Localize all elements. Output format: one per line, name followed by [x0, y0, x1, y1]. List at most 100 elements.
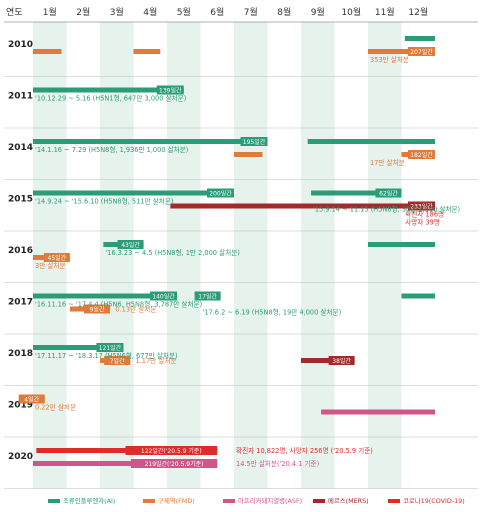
event-note: 17만 살처분 [370, 158, 405, 167]
duration-bar-ai [33, 190, 234, 196]
event-note: '10.12.29 ~ 5.16 (H5N1형, 647만 3,000 살처분) [35, 94, 186, 103]
duration-bar-ai [307, 139, 435, 144]
month-tick-label: 9월 [311, 6, 325, 18]
duration-badge: 195일간 [243, 138, 266, 146]
year-labels: 2010 2011 2014 2015 2016 2017 2018 2019 2020 [8, 40, 33, 462]
duration-badge: 43일간 [121, 241, 140, 249]
duration-badge-bg [408, 201, 435, 211]
duration-badge-bg [18, 394, 45, 404]
event-note: '14.1.16 ~ 7.29 (H5N8형, 1,936만 1,000 살처분… [35, 145, 188, 154]
duration-badge-bg [96, 343, 124, 352]
event-note: '17.11.17 ~ '18.3.17 (H5N6형, 677만 살처분) [35, 351, 178, 360]
event-notes: 353만 살처분 '10.12.29 ~ 5.16 (H5N1형, 647만 3,… [35, 55, 460, 468]
duration-bar-fmd [33, 49, 62, 54]
month-shade [368, 22, 402, 489]
duration-badge: 9일간 [90, 306, 105, 314]
duration-badge: 182일간 [410, 151, 433, 159]
duration-badge: 140일간 [152, 293, 175, 301]
duration-badge-bg [130, 459, 218, 468]
event-note: '16.11.16 ~ '17.4.4 (H5N6, H5N8형, 3,787만… [35, 300, 202, 309]
year-label: 2016 [8, 246, 33, 256]
duration-badge: 219일간('20.5.9기준) [145, 460, 204, 468]
legend-label: 구제역(FMD) [158, 496, 195, 505]
month-tick-label: 12월 [408, 6, 428, 18]
duration-bar-fmd [133, 49, 161, 54]
event-note: 353만 살처분 [370, 55, 409, 64]
legend-label: 아프리카돼지열병(ASF) [238, 496, 302, 505]
event-note: 1.17만 살처분 [136, 356, 177, 365]
duration-bar-mers [301, 358, 355, 363]
event-note: 0.22만 살처분 [35, 403, 76, 412]
duration-bar-asf [321, 409, 435, 415]
duration-badge-bg [84, 304, 111, 314]
duration-badge-bg [375, 188, 402, 198]
duration-badge: 17일간 [198, 293, 217, 301]
event-note: 0.13만 살처분 [115, 305, 156, 314]
duration-bar-ai [33, 139, 268, 144]
month-tick-label: 2월 [76, 6, 90, 18]
duration-badge-bg [104, 356, 131, 365]
event-note: 14.5만 살처분('20.4.1 기준) [236, 459, 319, 468]
duration-bars: 207일간 139일간 195일간 182일간 200일간 62일간 233일간 43일간 45… [18, 36, 435, 468]
month-tick-label: 1월 [43, 6, 57, 18]
duration-badge-bg [194, 291, 221, 301]
duration-badge: 207일간 [410, 48, 433, 56]
duration-bar-fmd [234, 152, 263, 157]
legend-swatch-fmd [143, 499, 155, 503]
month-tick-label: 11월 [375, 6, 395, 18]
month-shade [301, 22, 335, 489]
duration-badge-bg [207, 188, 234, 198]
duration-badge-bg [156, 85, 184, 95]
duration-badge-bg [150, 291, 178, 301]
legend-swatch-covid [388, 499, 400, 503]
duration-bar-ai [33, 87, 184, 93]
duration-bar-fmd [368, 49, 435, 54]
duration-badge: 233일간 [410, 203, 433, 211]
duration-badge-bg [125, 446, 218, 455]
duration-badge: 7일간 [110, 357, 125, 365]
duration-badge-bg [43, 253, 70, 262]
duration-bar-ai [311, 190, 402, 196]
month-tick-label: 5월 [177, 6, 191, 18]
month-tick-label: 3월 [110, 6, 124, 18]
duration-badge: 121일간 [99, 344, 122, 352]
duration-badge: 4일간 [24, 396, 39, 404]
duration-badge: 38일간 [332, 357, 351, 365]
event-note: '15.9.14 ~ 11.15 (H5N8형, 30만 1,000 살처분) [313, 205, 460, 214]
year-label: 2014 [8, 143, 33, 153]
duration-badge-bg [408, 150, 435, 159]
row-header-label: 연도 [6, 7, 23, 18]
duration-bar-ai [33, 293, 178, 299]
legend-swatch-mers [313, 499, 325, 503]
duration-badge: 139일간 [159, 87, 182, 95]
duration-badge: 122일간('20.5.9 기준) [141, 447, 202, 455]
month-shade [167, 22, 201, 489]
year-label: 2011 [8, 92, 33, 102]
event-note: 3만 살처분 [35, 261, 66, 270]
month-shade [100, 22, 134, 489]
duration-bar-ai [401, 293, 435, 299]
year-label: 2018 [8, 349, 33, 359]
month-shading [33, 22, 402, 489]
month-tick-label: 4월 [143, 6, 157, 18]
month-tick-label: 8월 [277, 6, 291, 18]
duration-bar-ai [404, 36, 435, 41]
row-dividers [4, 21, 478, 489]
duration-badge-bg [408, 47, 435, 56]
duration-badge-bg [328, 356, 355, 365]
event-note: '17.6.2 ~ 6.19 (H5N8형, 19만 4,000 살처분) [203, 308, 342, 317]
duration-badge: 45일간 [48, 254, 67, 262]
duration-badge-bg [240, 137, 268, 146]
year-label: 2017 [8, 298, 33, 308]
event-note: '14.9.24 ~ '15.6.10 (H5N8형, 511만 살처분) [35, 197, 173, 206]
event-note: 확진자 10,822명, 사망자 256명 ('20.5.9 기준) [236, 446, 373, 455]
month-header: 연도 1월 2월 3월 4월 5월 6월 7월 8월 9월 10월 11월 12월 [6, 6, 428, 18]
legend-label: 조류인플루엔자(AI) [63, 496, 115, 505]
month-tick-label: 6월 [210, 6, 224, 18]
legend-label: 메르스(MERS) [328, 497, 369, 505]
event-note: '16.3.23 ~ 4.5 (H5N8형, 1만 2,000 살처분) [105, 248, 240, 257]
month-tick-label: 10월 [341, 6, 361, 18]
year-label: 2020 [8, 452, 33, 462]
